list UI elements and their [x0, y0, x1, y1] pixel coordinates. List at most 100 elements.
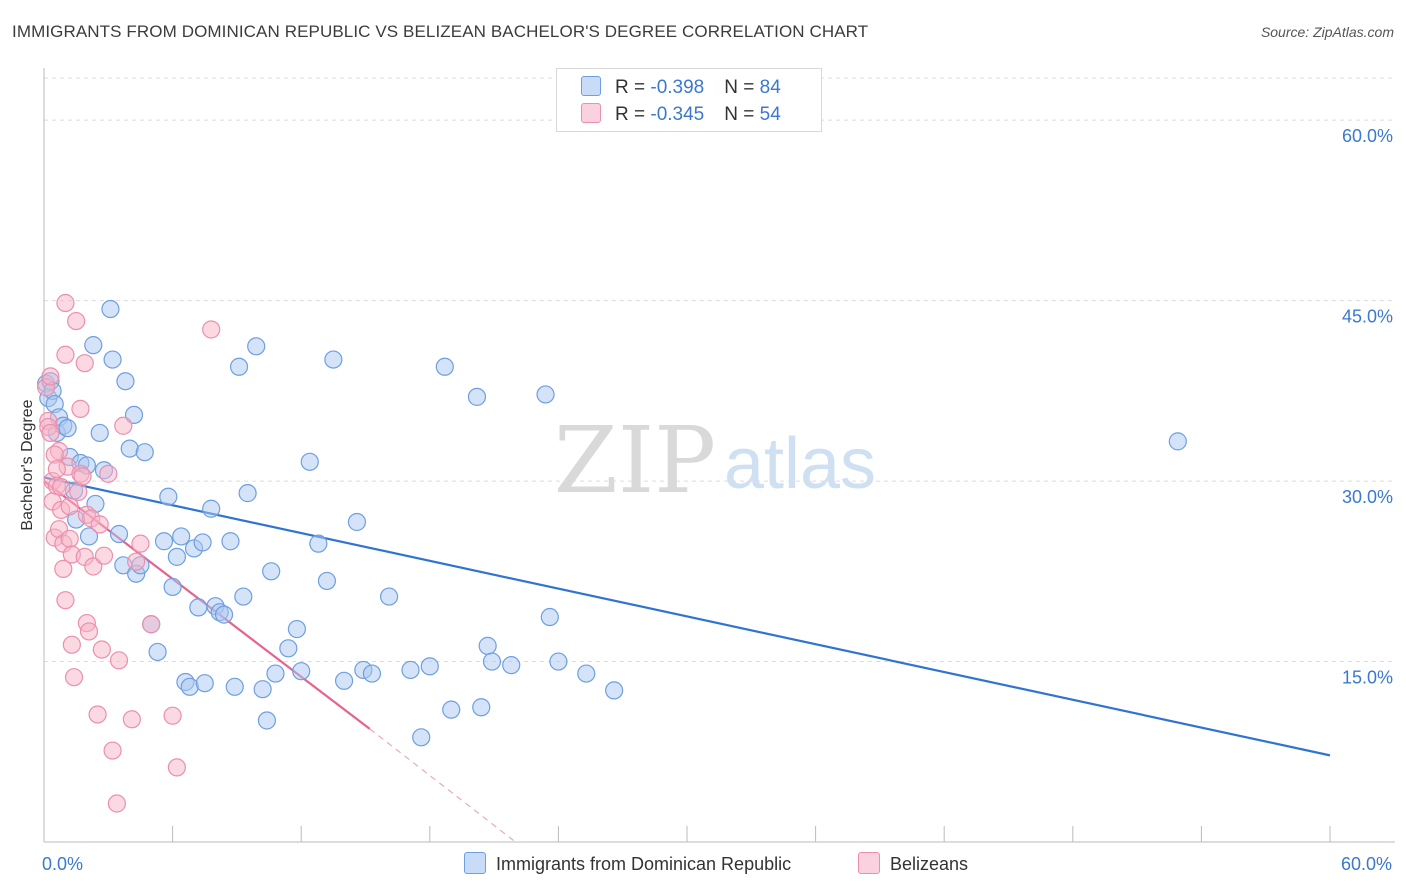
point-series1-23 [116, 372, 135, 391]
point-series2-15 [56, 591, 75, 610]
point-series2-20 [64, 668, 84, 687]
point-series2-19 [62, 635, 81, 654]
y-tick-label-3: 60.0% [1342, 126, 1393, 146]
point-series1-41 [195, 674, 214, 693]
point-series1-67 [379, 587, 399, 606]
point-series1-77 [502, 656, 521, 675]
point-series1-80 [549, 652, 568, 671]
trend-lines [43, 476, 1331, 843]
point-series1-35 [172, 527, 191, 546]
series2-swatch [581, 103, 601, 123]
point-series1-74 [472, 698, 491, 717]
point-series1-66 [362, 664, 382, 683]
point-series2-3 [41, 367, 60, 386]
point-series2-25 [73, 467, 92, 486]
watermark-zip: ZIP [554, 407, 716, 514]
point-series1-71 [435, 357, 454, 376]
point-series1-59 [300, 452, 319, 471]
point-series2-13 [56, 293, 75, 313]
point-series1-79 [540, 607, 559, 627]
point-series1-48 [229, 357, 249, 376]
point-series2-46 [163, 706, 182, 725]
y-tick-label-1: 30.0% [1342, 487, 1393, 507]
point-series1-50 [238, 484, 257, 503]
series1-swatch [581, 76, 601, 96]
point-series2-23 [71, 399, 90, 418]
point-series1-70 [420, 657, 439, 676]
point-series1-63 [334, 671, 354, 690]
y-axis-label: Bachelor's Degree [19, 399, 36, 531]
point-series1-83 [1168, 432, 1187, 451]
point-series1-76 [482, 652, 502, 671]
point-series2-40 [109, 651, 129, 670]
stats-row-series2: R = -0.345 N = 54 [581, 103, 781, 125]
point-series2-37 [99, 464, 118, 483]
legend-swatch-series2 [858, 852, 880, 874]
point-series1-40 [193, 533, 212, 552]
legend-label-series2: Belizeans [890, 854, 969, 874]
point-series1-34 [167, 547, 186, 566]
legend-item-series2: Belizeans [858, 852, 968, 875]
axes [43, 68, 1395, 843]
point-series2-14 [56, 345, 75, 364]
point-series1-64 [347, 512, 367, 532]
point-series1-78 [536, 385, 555, 404]
point-series1-17 [90, 423, 109, 443]
point-series1-32 [159, 487, 178, 506]
point-series1-33 [163, 577, 182, 597]
point-series1-52 [253, 680, 272, 699]
point-series2-44 [131, 534, 150, 553]
x-tick-label-0: 0.0% [42, 854, 83, 874]
point-series1-62 [324, 350, 343, 369]
point-series1-57 [287, 619, 307, 639]
series1-n-value: 84 [759, 77, 781, 98]
legend-swatch-series1 [464, 852, 486, 874]
data-points [37, 293, 1187, 813]
point-series1-8 [58, 419, 77, 438]
y-tick-label-0: 15.0% [1342, 668, 1393, 688]
point-series1-19 [101, 299, 120, 319]
point-series2-42 [122, 710, 141, 729]
trend-line-extension-series2 [369, 728, 516, 843]
series1-r-label: R = [615, 77, 651, 98]
tick-labels: 0.0% 60.0% 15.0% 30.0% 45.0% 60.0% [42, 126, 1393, 874]
point-series1-20 [103, 350, 122, 369]
point-series1-53 [257, 711, 277, 730]
y-tick-label-2: 45.0% [1342, 307, 1393, 327]
point-series1-21 [109, 524, 129, 544]
point-series1-75 [478, 636, 497, 655]
point-series1-55 [266, 664, 285, 683]
point-series2-49 [41, 423, 60, 443]
point-series1-15 [84, 336, 103, 355]
series1-n-label: N = [724, 77, 760, 98]
point-series2-53 [47, 459, 66, 479]
point-series2-39 [107, 794, 126, 813]
stats-row-series1: R = -0.398 N = 84 [581, 76, 781, 98]
stats-legend: R = -0.398 N = 84 R = -0.345 N = 54 [556, 68, 822, 132]
point-series2-48 [202, 320, 221, 339]
point-series1-46 [221, 532, 240, 551]
x-tick-label-1: 60.0% [1341, 854, 1392, 874]
point-series1-49 [234, 587, 253, 606]
point-series1-47 [225, 677, 244, 696]
point-series2-17 [60, 529, 79, 548]
point-series2-45 [142, 615, 161, 634]
point-series1-42 [202, 499, 221, 518]
point-series2-47 [167, 758, 186, 777]
point-series1-37 [180, 677, 199, 696]
point-series1-39 [189, 598, 208, 617]
point-series2-21 [67, 311, 86, 331]
point-series2-34 [90, 515, 109, 534]
point-series2-36 [94, 546, 114, 565]
point-series2-38 [103, 741, 122, 760]
point-series2-26 [75, 354, 94, 373]
point-series1-54 [262, 562, 281, 581]
point-series2-52 [60, 497, 79, 516]
point-series2-12 [54, 559, 73, 579]
point-series1-25 [124, 405, 144, 425]
point-series1-45 [214, 605, 234, 624]
point-series1-56 [279, 639, 298, 658]
series2-r-label: R = [615, 104, 651, 125]
point-series1-60 [309, 534, 328, 553]
